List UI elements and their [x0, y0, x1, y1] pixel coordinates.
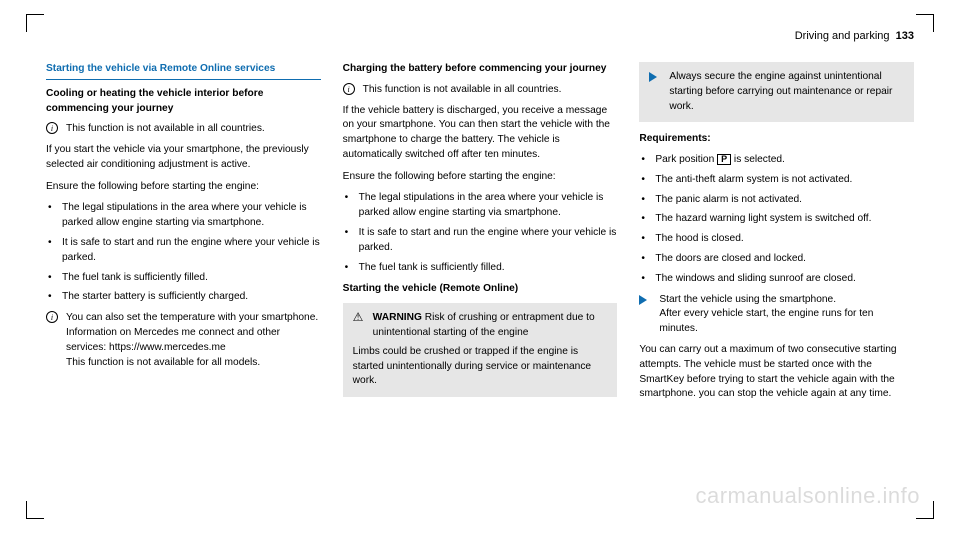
- list-item: •The fuel tank is sufficiently filled.: [343, 261, 618, 276]
- page-header: Driving and parking 133: [36, 30, 924, 48]
- bullet-list-requirements: •The legal stipulations in the area wher…: [46, 201, 321, 305]
- content-columns: Starting the vehicle via Remote Online s…: [36, 62, 924, 409]
- action-text-b: After every vehicle start, the engine ru…: [659, 308, 873, 334]
- list-item: •The starter battery is sufficiently cha…: [46, 290, 321, 305]
- corner-mark-tl: [26, 14, 44, 32]
- bullet-icon: •: [343, 191, 359, 206]
- park-symbol: P: [717, 154, 731, 165]
- list-item: •The anti-theft alarm system is not acti…: [639, 173, 914, 188]
- arrow-icon: [639, 293, 655, 311]
- info-row-availability: i This function is not available in all …: [343, 83, 618, 98]
- bullet-text: Park position P is selected.: [655, 153, 785, 168]
- list-item: •The legal stipulations in the area wher…: [343, 191, 618, 221]
- bullet-text: It is safe to start and run the engine w…: [359, 226, 618, 256]
- subtitle-cooling-heating: Cooling or heating the vehicle interior …: [46, 87, 321, 117]
- bullet-icon: •: [639, 153, 655, 168]
- info-text: This function is not available in all co…: [363, 83, 562, 98]
- bullet-text: The hood is closed.: [655, 232, 743, 247]
- bullet-text: The hazard warning light system is switc…: [655, 212, 871, 227]
- bullet-icon: •: [639, 212, 655, 227]
- bullet-icon: •: [639, 252, 655, 267]
- bullet-text: It is safe to start and run the engine w…: [62, 236, 321, 266]
- info-text-a: You can also set the temperature with yo…: [66, 312, 318, 353]
- list-item: •The fuel tank is sufficiently filled.: [46, 271, 321, 286]
- list-item: •The doors are closed and locked.: [639, 252, 914, 267]
- paragraph-max-attempts: You can carry out a maximum of two conse…: [639, 343, 914, 402]
- bullet-icon: •: [46, 271, 62, 286]
- action-text-a: Start the vehicle using the smartphone.: [659, 294, 836, 305]
- column-1: Starting the vehicle via Remote Online s…: [46, 62, 321, 409]
- bullet-icon: •: [46, 290, 62, 305]
- info-row-availability: i This function is not available in all …: [46, 122, 321, 137]
- action-start-vehicle: Start the vehicle using the smartphone. …: [639, 293, 914, 337]
- warning-icon: ⚠: [353, 311, 369, 323]
- requirements-title: Requirements:: [639, 132, 914, 147]
- req-text-a: Park position: [655, 154, 717, 165]
- bullet-icon: •: [46, 201, 62, 216]
- list-item: •The panic alarm is not activated.: [639, 193, 914, 208]
- bullet-icon: •: [343, 226, 359, 241]
- list-item: •The legal stipulations in the area wher…: [46, 201, 321, 231]
- bullet-text: The windows and sliding sunroof are clos…: [655, 272, 855, 287]
- bullet-icon: •: [639, 232, 655, 247]
- arrow-icon: [649, 70, 665, 88]
- paragraph-smartphone-start: If you start the vehicle via your smartp…: [46, 143, 321, 173]
- bullet-text: The panic alarm is not activated.: [655, 193, 802, 208]
- bullet-text: The legal stipulations in the area where…: [62, 201, 321, 231]
- bullet-text: The doors are closed and locked.: [655, 252, 806, 267]
- info-text-block: You can also set the temperature with yo…: [66, 311, 321, 370]
- warning-title: WARNING Risk of crushing or entrapment d…: [373, 311, 608, 341]
- warning-header: ⚠ WARNING Risk of crushing or entrapment…: [353, 311, 608, 341]
- req-text-b: is selected.: [731, 154, 785, 165]
- section-title-remote: Starting the vehicle via Remote Online s…: [46, 62, 321, 80]
- bullet-text: The legal stipulations in the area where…: [359, 191, 618, 221]
- info-text-b: This function is not available for all m…: [66, 357, 260, 368]
- action-text: Always secure the engine against uninten…: [669, 70, 904, 114]
- bullet-text: The fuel tank is sufficiently filled.: [62, 271, 208, 286]
- bullet-icon: •: [343, 261, 359, 276]
- paragraph-ensure: Ensure the following before starting the…: [46, 180, 321, 195]
- corner-mark-bl: [26, 501, 44, 519]
- bullet-text: The starter battery is sufficiently char…: [62, 290, 248, 305]
- info-icon: i: [46, 311, 62, 326]
- bullet-icon: •: [46, 236, 62, 251]
- list-item: •It is safe to start and run the engine …: [46, 236, 321, 266]
- info-icon: i: [343, 83, 359, 98]
- bullet-list-requirements: •The legal stipulations in the area wher…: [343, 191, 618, 275]
- list-item: •The hazard warning light system is swit…: [639, 212, 914, 227]
- paragraph-ensure: Ensure the following before starting the…: [343, 170, 618, 185]
- action-secure-engine: Always secure the engine against uninten…: [639, 62, 914, 122]
- warning-body: Limbs could be crushed or trapped if the…: [353, 345, 608, 389]
- subtitle-charging: Charging the battery before commencing y…: [343, 62, 618, 77]
- info-row-temperature: i You can also set the temperature with …: [46, 311, 321, 370]
- bullet-text: The fuel tank is sufficiently filled.: [359, 261, 505, 276]
- column-2: Charging the battery before commencing y…: [343, 62, 618, 409]
- list-item: •The hood is closed.: [639, 232, 914, 247]
- list-item: •It is safe to start and run the engine …: [343, 226, 618, 256]
- bullet-icon: •: [639, 173, 655, 188]
- corner-mark-tr: [916, 14, 934, 32]
- column-3: Always secure the engine against uninten…: [639, 62, 914, 409]
- warning-box: ⚠ WARNING Risk of crushing or entrapment…: [343, 303, 618, 397]
- page-container: Driving and parking 133 Starting the veh…: [0, 0, 960, 533]
- subtitle-starting-remote: Starting the vehicle (Remote Online): [343, 282, 618, 297]
- info-text: This function is not available in all co…: [66, 122, 265, 137]
- bullet-text: The anti-theft alarm system is not activ…: [655, 173, 852, 188]
- bullet-list-requirements: •Park position P is selected. •The anti-…: [639, 153, 914, 286]
- warning-label: WARNING: [373, 312, 422, 323]
- list-item: •The windows and sliding sunroof are clo…: [639, 272, 914, 287]
- header-section: Driving and parking: [795, 30, 890, 42]
- watermark-text: carmanualsonline.info: [695, 483, 920, 509]
- list-item: •Park position P is selected.: [639, 153, 914, 168]
- bullet-icon: •: [639, 193, 655, 208]
- info-icon: i: [46, 122, 62, 137]
- header-page-number: 133: [896, 30, 914, 42]
- paragraph-discharged: If the vehicle battery is discharged, yo…: [343, 104, 618, 163]
- action-text-block: Start the vehicle using the smartphone. …: [659, 293, 914, 337]
- bullet-icon: •: [639, 272, 655, 287]
